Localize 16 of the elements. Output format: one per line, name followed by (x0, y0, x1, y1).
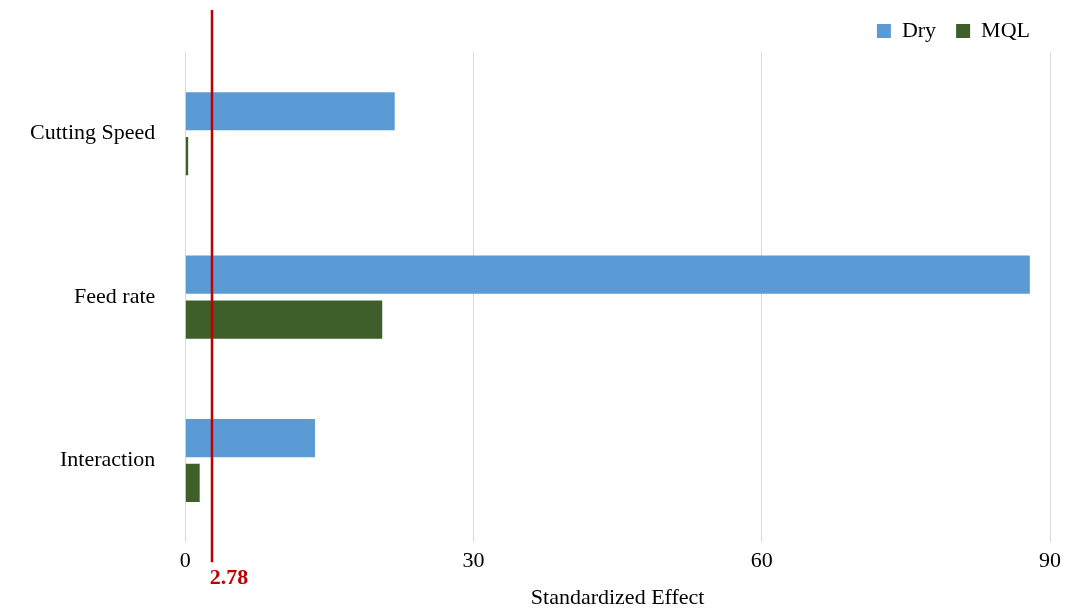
x-axis-title: Standardized Effect (530, 583, 705, 609)
y-tick-label: Interaction (59, 446, 156, 472)
x-tick-label: 30 (462, 547, 485, 573)
bar (185, 255, 1030, 294)
legend-label: MQL (981, 16, 1030, 42)
x-tick-label: 0 (179, 547, 191, 573)
bar (185, 300, 383, 339)
y-tick-label: Feed rate (74, 282, 156, 308)
y-tick-label: Cutting Speed (29, 119, 156, 145)
x-tick-label: 90 (1039, 547, 1061, 573)
legend-label: Dry (901, 16, 937, 42)
bar (185, 463, 200, 503)
x-tick-label: 60 (750, 547, 773, 573)
bar (185, 418, 315, 458)
ref-line-label: 2.78 (209, 563, 249, 589)
bar (185, 92, 395, 131)
